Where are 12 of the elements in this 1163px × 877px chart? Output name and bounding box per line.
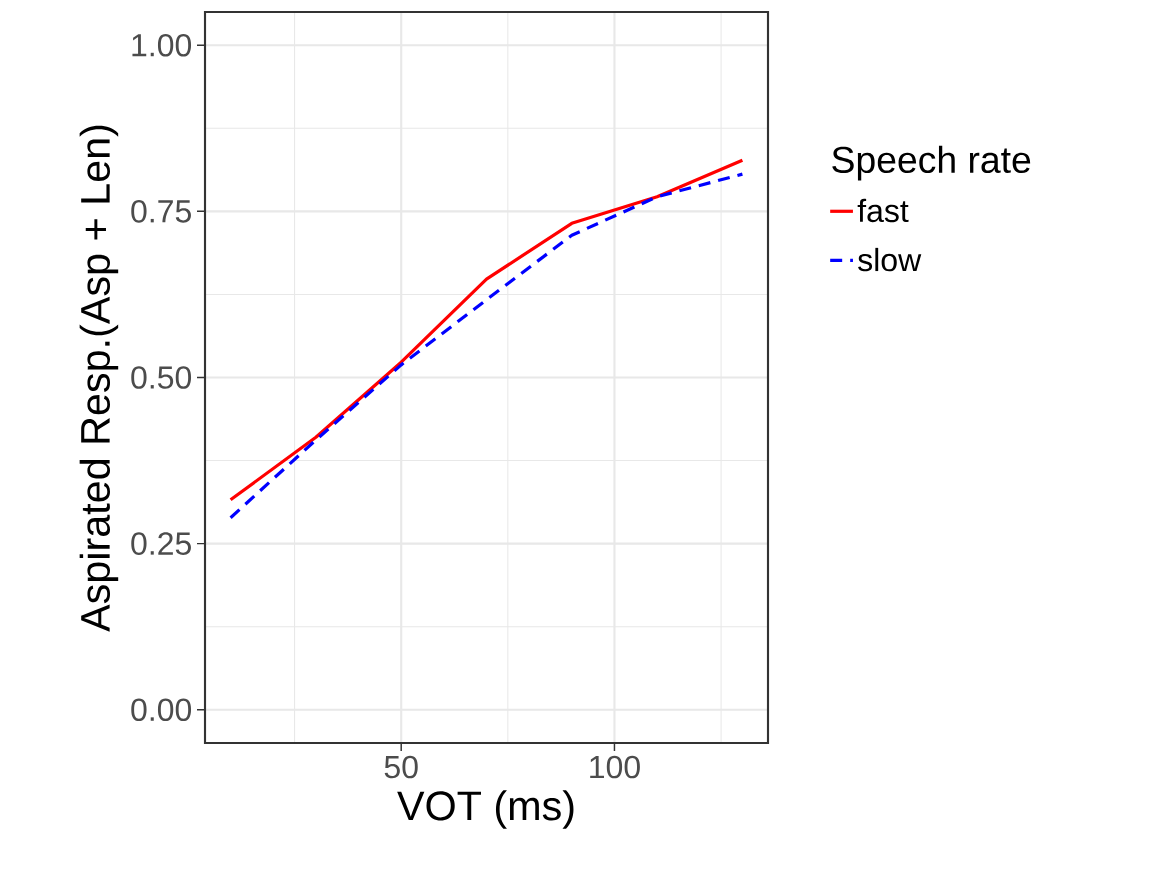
y-tick-label: 0.00 (131, 698, 192, 722)
legend-label: fast (857, 198, 909, 223)
y-tick-label: 0.75 (131, 200, 191, 223)
x-axis-title: VOT (ms) (397, 790, 574, 829)
y-axis-title: Aspirated Resp.(Asp + Len) (79, 125, 119, 632)
x-tick-label: 50 (384, 755, 418, 779)
y-tick-label: 0.25 (131, 532, 191, 555)
legend-label: slow (858, 247, 922, 272)
y-tick-label: 0.50 (131, 366, 192, 389)
y-tick-label: 1.00 (132, 33, 192, 57)
x-tick-label: 100 (590, 755, 640, 779)
legend-title: Speech rate (832, 145, 1031, 181)
